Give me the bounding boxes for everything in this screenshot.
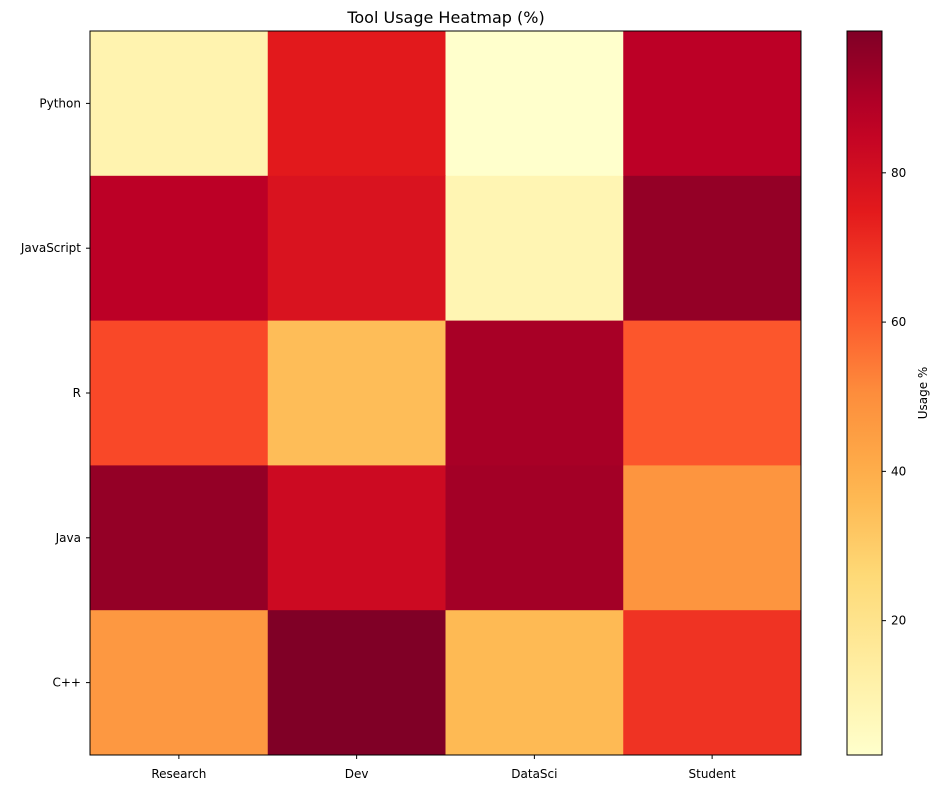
y-axis: Python JavaScript R Java C++	[20, 96, 90, 690]
y-tick-label: JavaScript	[20, 241, 81, 255]
heatmap-cell-python-research	[90, 31, 269, 177]
colorbar-tick-label: 40	[891, 464, 906, 478]
heatmap-cell-javascript-dev	[267, 175, 446, 322]
heatmap-cell-c-research	[90, 610, 269, 756]
colorbar-tick-label: 60	[891, 315, 906, 329]
colorbar-ticks: 20 40 60 80	[882, 166, 906, 628]
heatmap-cell-javascript-student	[623, 175, 802, 322]
y-tick-label: Java	[55, 531, 81, 545]
y-tick-label: Python	[39, 96, 81, 110]
heatmap-cell-java-dev	[267, 465, 446, 611]
heatmap-cell-python-datasci	[445, 31, 624, 177]
heatmap-cell-r-dev	[267, 320, 446, 466]
colorbar: 20 40 60 80 Usage %	[846, 30, 930, 756]
heatmap-cells	[90, 31, 802, 756]
x-tick-label: Research	[151, 767, 206, 781]
heatmap-cell-python-dev	[267, 31, 446, 177]
colorbar-tick-label: 80	[891, 166, 906, 180]
heatmap-cell-java-datasci	[445, 465, 624, 611]
heatmap-cell-javascript-datasci	[445, 175, 624, 322]
heatmap-cell-javascript-research	[90, 175, 269, 322]
colorbar-tick-label: 20	[891, 614, 906, 628]
colorbar-label: Usage %	[916, 367, 930, 420]
y-tick-label: R	[73, 386, 81, 400]
heatmap-cell-r-datasci	[445, 320, 624, 466]
chart-title: Tool Usage Heatmap (%)	[346, 8, 544, 27]
heatmap-cell-r-research	[90, 320, 269, 466]
heatmap-cell-java-student	[623, 465, 802, 611]
y-tick-label: C++	[53, 676, 82, 690]
heatmap-cell-c-dev	[267, 610, 446, 756]
x-tick-label: Dev	[345, 767, 369, 781]
heatmap-cell-java-research	[90, 465, 269, 611]
heatmap-cell-python-student	[623, 31, 802, 177]
x-tick-label: Student	[689, 767, 737, 781]
colorbar-gradient	[846, 30, 883, 756]
x-axis: Research Dev DataSci Student	[151, 755, 736, 781]
x-tick-label: DataSci	[511, 767, 557, 781]
heatmap-cell-r-student	[623, 320, 802, 466]
heatmap-cell-c-datasci	[445, 610, 624, 756]
heatmap-cell-c-student	[623, 610, 802, 756]
